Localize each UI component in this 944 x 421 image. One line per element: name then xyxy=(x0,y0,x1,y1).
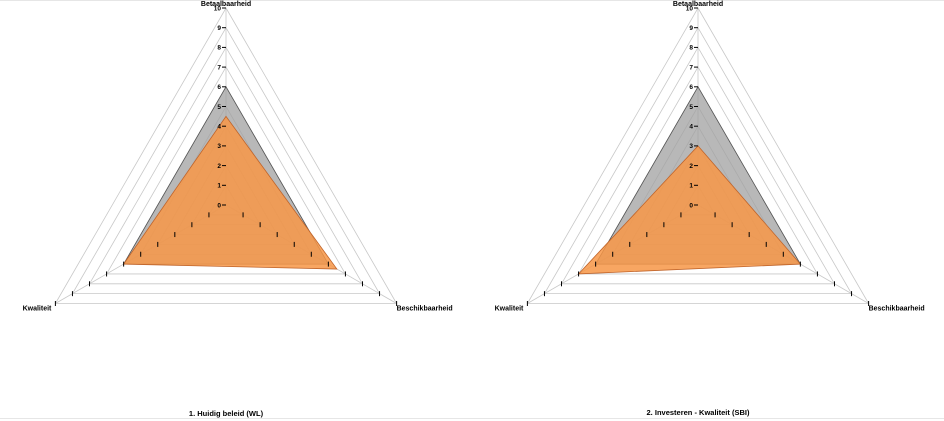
grid-ring xyxy=(71,26,381,295)
tick-label: 2 xyxy=(217,163,221,170)
tick-label: 5 xyxy=(689,104,693,111)
tick-label: 6 xyxy=(689,84,693,91)
top-divider xyxy=(0,0,944,1)
tick-label: 3 xyxy=(217,143,221,150)
tick-label: 10 xyxy=(686,5,694,12)
grid-ring xyxy=(526,7,870,304)
grid-ring xyxy=(577,66,819,275)
tick-label: 3 xyxy=(689,143,693,150)
chart-title: 1. Huidig beleid (WL) xyxy=(189,409,264,418)
series-area-2 xyxy=(122,115,338,270)
tick-label: 7 xyxy=(217,64,221,71)
grid-ring xyxy=(54,7,398,304)
axis-label-betaalbaarheid: Betaalbaarheid xyxy=(673,1,723,8)
tick-label: 0 xyxy=(689,202,693,209)
axis-label-betaalbaarheid: Betaalbaarheid xyxy=(201,1,251,8)
tick-label: 7 xyxy=(689,64,693,71)
axis-label-beschikbaarheid: Beschikbaarheid xyxy=(397,306,453,313)
tick-label: 10 xyxy=(214,5,222,12)
tick-label: 8 xyxy=(217,45,221,52)
tick-label: 4 xyxy=(689,124,693,131)
axis-label-beschikbaarheid: Beschikbaarheid xyxy=(869,306,925,313)
tick-label: 0 xyxy=(217,202,221,209)
tick-label: 2 xyxy=(689,163,693,170)
tick-label: 4 xyxy=(217,124,221,131)
chart-title: 2. Investeren - Kwaliteit (SBI) xyxy=(647,408,750,417)
grid-ring xyxy=(105,66,347,275)
series-area-2 xyxy=(577,145,802,275)
grid-ring xyxy=(543,26,853,295)
axis-label-kwaliteit: Kwaliteit xyxy=(23,306,52,313)
tick-label: 1 xyxy=(217,183,221,190)
tick-label: 9 xyxy=(217,25,221,32)
tick-label: 6 xyxy=(217,84,221,91)
axis-label-kwaliteit: Kwaliteit xyxy=(495,306,524,313)
tick-label: 5 xyxy=(217,104,221,111)
grid-ring xyxy=(560,46,836,285)
grid-ring xyxy=(88,46,364,285)
tick-label: 8 xyxy=(689,45,693,52)
bottom-divider xyxy=(0,418,944,419)
tick-label: 9 xyxy=(689,25,693,32)
tick-label: 1 xyxy=(689,183,693,190)
